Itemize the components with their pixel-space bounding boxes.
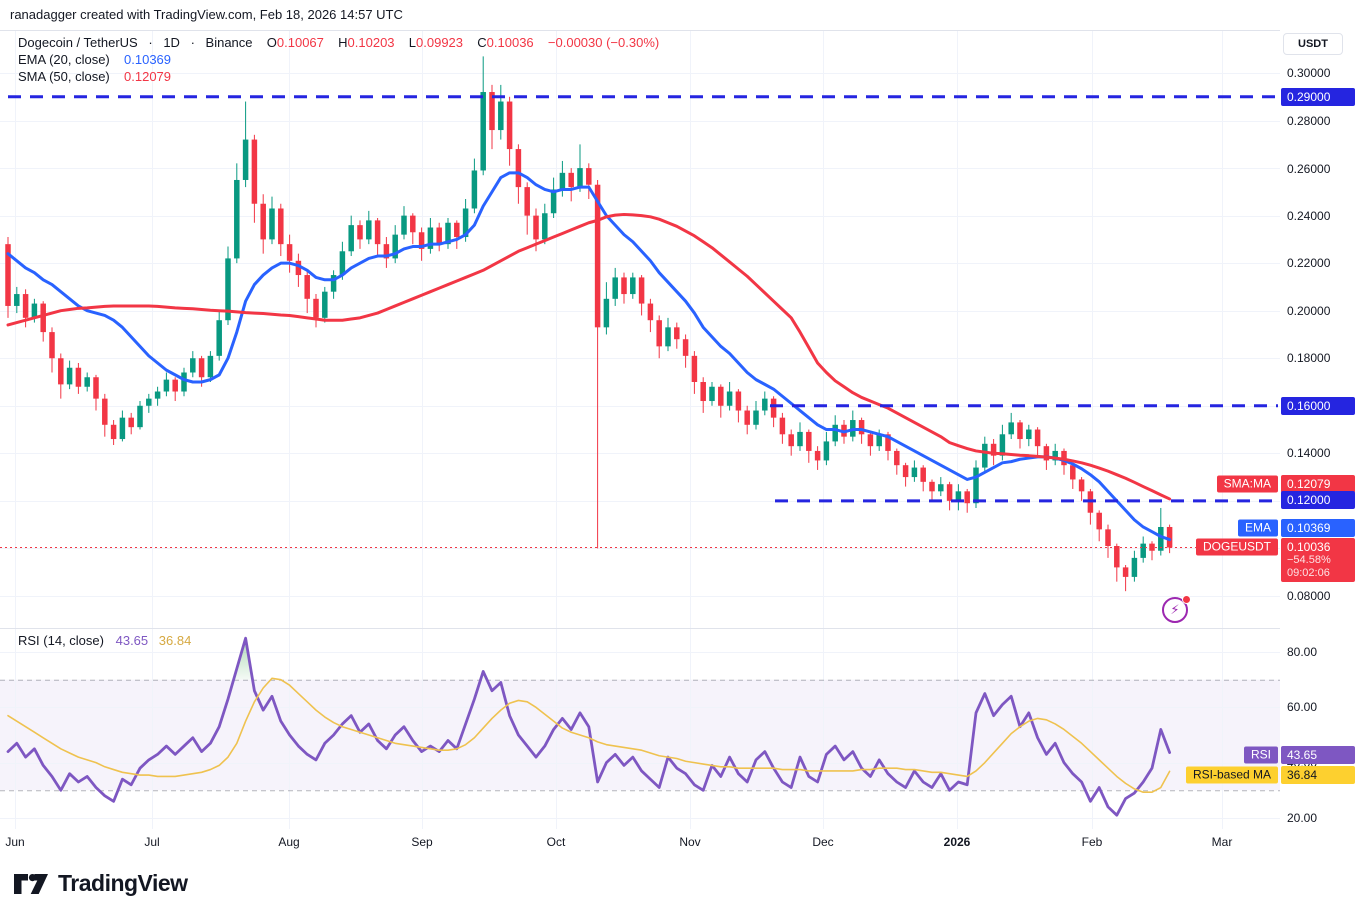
symbol-legend-row[interactable]: Dogecoin / TetherUS · 1D · Binance O0.10… (18, 34, 659, 51)
tradingview-logo-text: TradingView (58, 870, 188, 896)
high-value: 0.10203 (347, 35, 395, 50)
price-axis-tick: 0.26000 (1287, 162, 1331, 176)
price-axis-tick: 0.14000 (1287, 446, 1331, 460)
sma-indicator-label[interactable]: SMA (50, close) (18, 69, 110, 84)
price-axis-tick: 0.24000 (1287, 209, 1331, 223)
symbol-title[interactable]: Dogecoin / TetherUS (18, 35, 138, 50)
price-axis-badge-subline: 09:02:06 (1287, 567, 1330, 579)
rsi-indicator-value: 43.65 (115, 633, 149, 648)
rsi-legend-row[interactable]: RSI (14, close) 43.65 36.84 (18, 633, 191, 648)
rsi-ma-indicator-value: 36.84 (158, 633, 192, 648)
ema-indicator-label[interactable]: EMA (20, close) (18, 52, 110, 67)
price-axis-tick: 0.20000 (1287, 304, 1331, 318)
time-axis-label: Oct (546, 835, 566, 849)
time-axis-label: Jul (144, 835, 160, 849)
high-key: H (338, 35, 348, 50)
price-axis-badge-subline: −54.58% (1287, 554, 1331, 566)
legend-separator: · (148, 35, 153, 50)
sma-indicator-value: 0.12079 (124, 69, 172, 84)
open-value: 0.10067 (276, 35, 324, 50)
legend-separator: · (190, 35, 195, 50)
close-key: C (477, 35, 487, 50)
price-axis-badge: 0.29000 (1281, 88, 1355, 106)
attribution-bar: ranadagger created with TradingView.com,… (0, 0, 1358, 30)
ema-legend-row[interactable]: EMA (20, close) 0.10369 (18, 51, 659, 68)
attribution-text: ranadagger created with TradingView.com,… (10, 7, 403, 22)
price-axis-tick: 0.08000 (1287, 589, 1331, 603)
price-axis[interactable]: USDT 0.30000 0.28000 0.26000 0.24000 0.22000… (1280, 30, 1358, 856)
chart-container: Dogecoin / TetherUS · 1D · Binance O0.10… (0, 30, 1358, 856)
rsi-axis-tick: 80.00 (1287, 645, 1318, 659)
pane-separator[interactable] (0, 628, 1358, 629)
time-axis-label: Aug (278, 835, 300, 849)
price-axis-badge: 0.12079 (1281, 475, 1355, 493)
open-key: O (266, 35, 277, 50)
chart-top-border (0, 30, 1358, 31)
rsi-pane-canvas[interactable] (0, 628, 1280, 829)
tradingview-logo-icon (14, 873, 48, 894)
price-axis-tick: 0.18000 (1287, 351, 1331, 365)
tradingview-logo[interactable]: TradingView (13, 870, 188, 897)
series-tag-rsi: RSI (1243, 746, 1278, 764)
interval-label[interactable]: 1D (163, 35, 180, 50)
price-axis-tick: 0.22000 (1287, 256, 1331, 270)
rsi-axis-tick: 20.00 (1287, 811, 1318, 825)
series-tag-dogeusdt: DOGEUSDT (1195, 538, 1278, 556)
series-tag-rsi-based-ma: RSI-based MA (1185, 766, 1278, 784)
rsi-axis-badge: 43.65 (1281, 746, 1355, 764)
series-tag-ema: EMA (1237, 519, 1278, 537)
close-value: 0.10036 (486, 35, 534, 50)
low-key: L (408, 35, 417, 50)
price-pane-canvas[interactable] (0, 30, 1280, 628)
time-axis-label: Sep (411, 835, 433, 849)
price-axis-badge: 0.12000 (1281, 491, 1355, 509)
time-axis-label: Jun (5, 835, 25, 849)
time-axis-label: Nov (679, 835, 701, 849)
time-axis-label: Mar (1211, 835, 1233, 849)
symbol-legend: Dogecoin / TetherUS · 1D · Binance O0.10… (18, 34, 659, 85)
time-axis-label: Feb (1081, 835, 1103, 849)
time-axis-label: Dec (812, 835, 834, 849)
price-axis-badge: 0.10369 (1281, 519, 1355, 537)
currency-toggle-button[interactable]: USDT (1283, 33, 1343, 55)
price-axis-badge: 0.16000 (1281, 397, 1355, 415)
price-axis-tick: 0.28000 (1287, 114, 1331, 128)
ema-indicator-value: 0.10369 (124, 52, 172, 67)
exchange-label[interactable]: Binance (205, 35, 253, 50)
rsi-indicator-label[interactable]: RSI (14, close) (18, 633, 104, 648)
change-value: −0.00030 (−0.30%) (547, 35, 660, 50)
notification-dot-icon (1182, 595, 1191, 604)
rsi-axis-tick: 60.00 (1287, 700, 1318, 714)
time-axis[interactable]: Jun Jul Aug Sep Oct Nov Dec 2026 Feb Mar (0, 829, 1280, 856)
quick-trade-icon[interactable]: ⚡ (1162, 595, 1191, 625)
price-axis-badge: 0.10036 −54.58% 09:02:06 (1281, 538, 1355, 582)
sma-legend-row[interactable]: SMA (50, close) 0.12079 (18, 68, 659, 85)
rsi-axis-badge: 36.84 (1281, 766, 1355, 784)
time-axis-label: 2026 (943, 835, 971, 849)
series-tag-sma-ma: SMA:MA (1216, 475, 1278, 493)
low-value: 0.09923 (416, 35, 464, 50)
price-axis-tick: 0.30000 (1287, 66, 1331, 80)
footer-bar: TradingView (0, 856, 1358, 915)
